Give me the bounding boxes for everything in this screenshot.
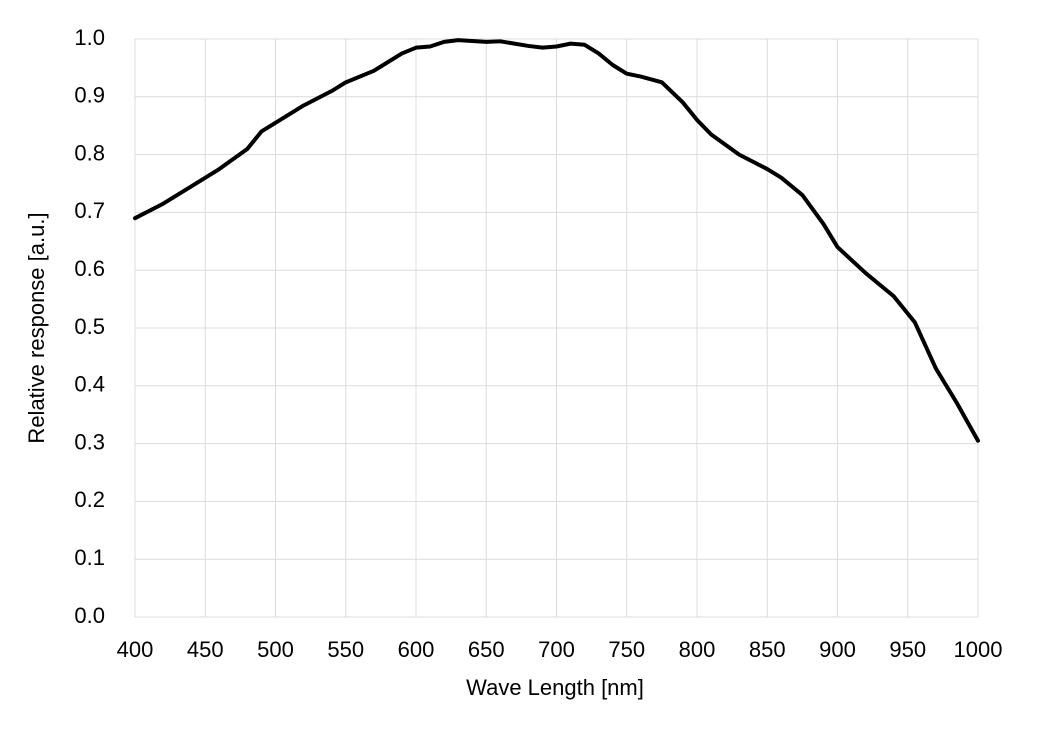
y-axis-label: Relative response [a.u.] [24,212,49,443]
x-tick-label: 600 [398,637,435,662]
y-tick-label: 0.0 [74,603,105,628]
x-tick-label: 400 [117,637,154,662]
x-tick-label: 650 [468,637,505,662]
y-tick-label: 0.1 [74,545,105,570]
x-axis-label: Wave Length [nm] [466,675,644,700]
y-tick-label: 0.5 [74,314,105,339]
y-tick-label: 0.4 [74,372,105,397]
x-tick-label: 550 [327,637,364,662]
y-tick-label: 0.2 [74,487,105,512]
x-tick-label: 750 [608,637,645,662]
y-tick-label: 1.0 [74,25,105,50]
y-tick-label: 0.6 [74,256,105,281]
y-tick-label: 0.3 [74,429,105,454]
x-tick-label: 700 [538,637,575,662]
x-tick-label: 950 [889,637,926,662]
x-tick-label: 500 [257,637,294,662]
y-tick-label: 0.7 [74,198,105,223]
x-tick-label: 850 [749,637,786,662]
data-line [133,38,980,443]
x-tick-label: 900 [819,637,856,662]
y-tick-label: 0.8 [74,140,105,165]
x-tick-label: 1000 [954,637,1003,662]
x-tick-label: 800 [679,637,716,662]
y-tick-label: 0.9 [74,83,105,108]
x-tick-label: 450 [187,637,224,662]
